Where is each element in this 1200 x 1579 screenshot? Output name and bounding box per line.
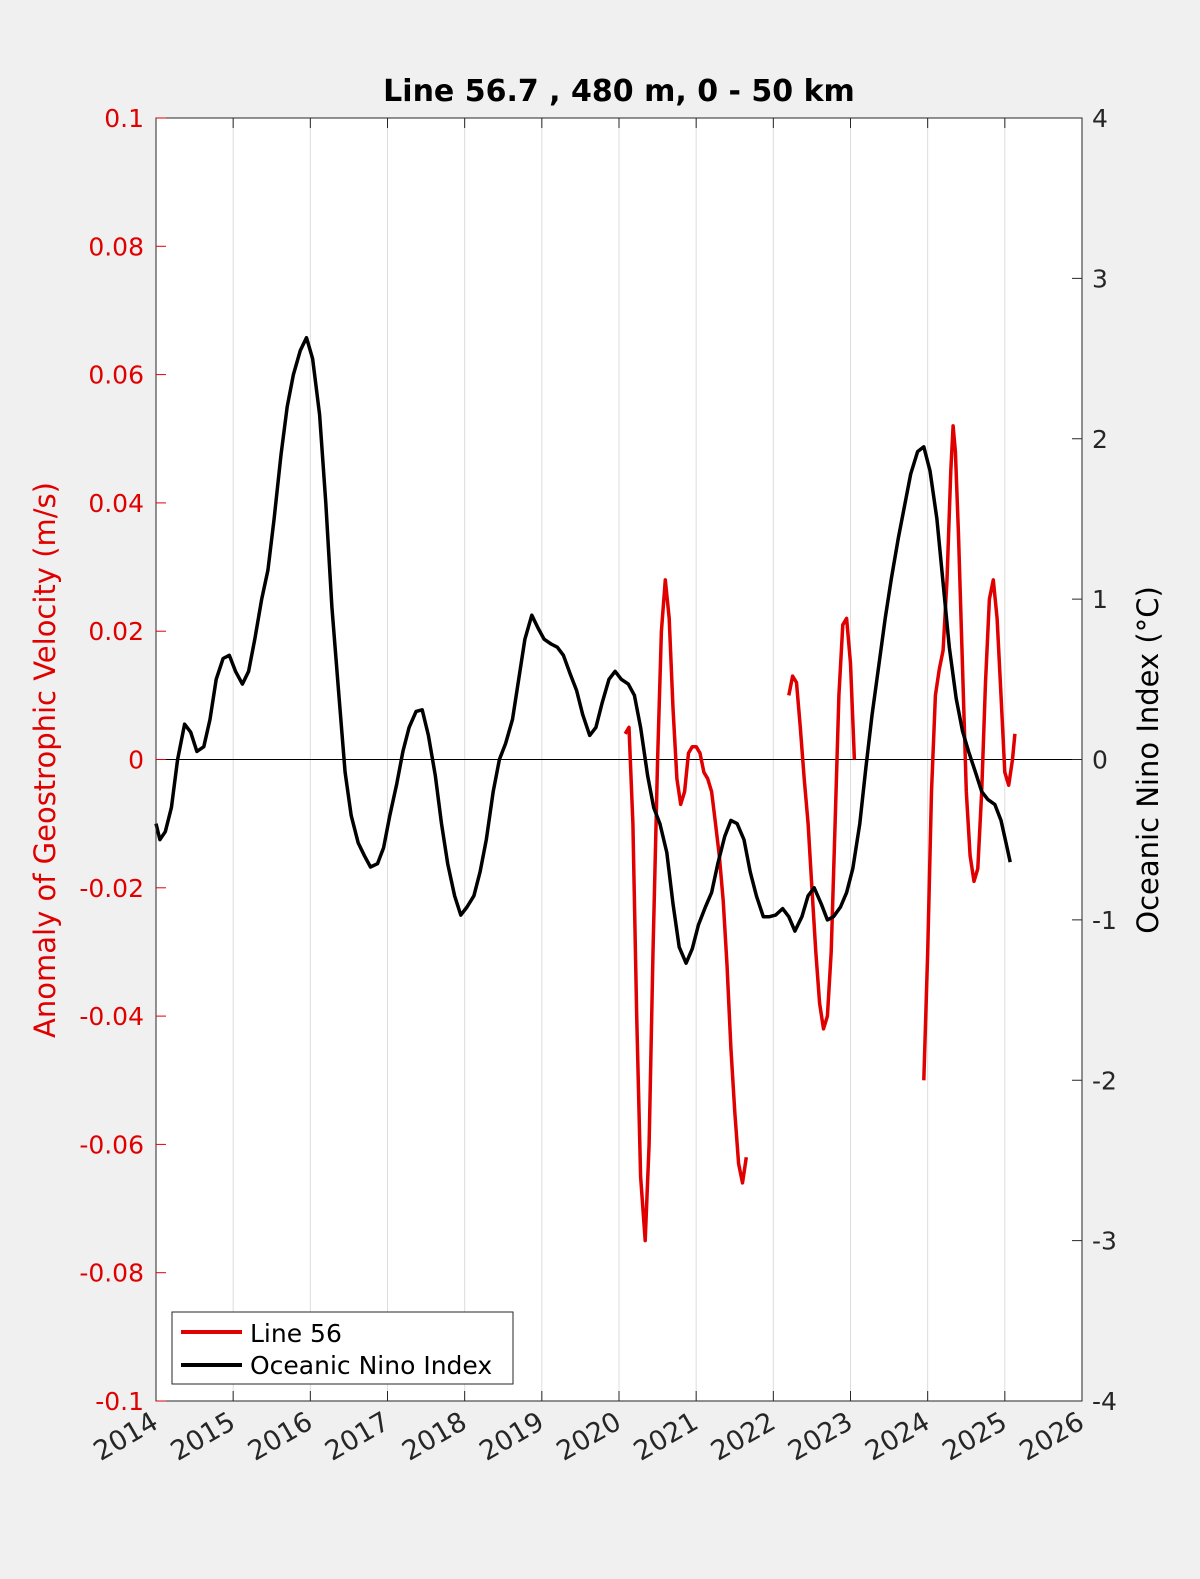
right-tick-label: -2 [1092, 1066, 1117, 1095]
right-tick-label: 2 [1092, 425, 1108, 454]
right-tick-label: 4 [1092, 104, 1108, 133]
x-tick-label: 2021 [629, 1406, 704, 1467]
legend-label-line56: Line 56 [250, 1319, 342, 1348]
x-tick-label: 2020 [551, 1406, 626, 1467]
x-tick-label: 2025 [937, 1406, 1012, 1467]
x-tick-label: 2023 [783, 1406, 858, 1467]
left-axis: 0.1 0.08 0.06 0.04 0.02 0 -0.02 -0.04 -0.06 -0.08… [79, 104, 166, 1416]
x-tick-label: 2019 [474, 1406, 549, 1467]
series-line-line56 [623, 578, 749, 1243]
left-tick-label: 0.08 [88, 232, 144, 261]
left-tick-label: 0.04 [88, 489, 144, 518]
left-tick-label: 0.02 [88, 617, 144, 646]
right-tick-label: -4 [1092, 1387, 1117, 1416]
x-tick-label: 2024 [860, 1406, 935, 1467]
x-tick-label: 2017 [320, 1406, 395, 1467]
legend: Line 56 Oceanic Nino Index [171, 1311, 514, 1385]
legend-label-oni: Oceanic Nino Index [250, 1351, 492, 1380]
left-tick-label: 0 [128, 746, 144, 775]
left-tick-label: -0.08 [79, 1259, 144, 1288]
right-tick-label: 3 [1092, 264, 1108, 293]
left-tick-label: -0.06 [79, 1130, 144, 1159]
legend-box [171, 1311, 514, 1385]
right-axis: 4 3 2 1 0 -1 -2 -3 -4 [1072, 104, 1117, 1416]
x-tick-label: 2016 [243, 1406, 318, 1467]
right-tick-label: -3 [1092, 1227, 1117, 1256]
right-tick-label: 1 [1092, 585, 1108, 614]
x-tick-label: 2015 [166, 1406, 241, 1467]
left-tick-label: 0.06 [88, 361, 144, 390]
left-tick-label: -0.02 [79, 874, 144, 903]
series-line-oni [154, 335, 1012, 965]
series-line-line56 [922, 424, 1017, 1081]
series-line-line56 [787, 616, 857, 1031]
left-tick-label: 0.1 [104, 104, 144, 133]
left-tick-label: -0.04 [79, 1002, 144, 1031]
x-tick-label: 2022 [706, 1406, 781, 1467]
right-tick-label: -1 [1092, 906, 1117, 935]
series-layer [154, 335, 1017, 1243]
chart-title: Line 56.7 , 480 m, 0 - 50 km [383, 74, 855, 109]
right-axis-label: Oceanic Nino Index (°C) [1131, 586, 1165, 934]
left-axis-label: Anomaly of Geostrophic Velocity (m/s) [28, 482, 62, 1038]
right-tick-label: 0 [1092, 746, 1108, 775]
x-tick-label: 2018 [397, 1406, 472, 1467]
x-tick-label: 2026 [1014, 1406, 1089, 1467]
left-tick-label: -0.1 [95, 1387, 144, 1416]
